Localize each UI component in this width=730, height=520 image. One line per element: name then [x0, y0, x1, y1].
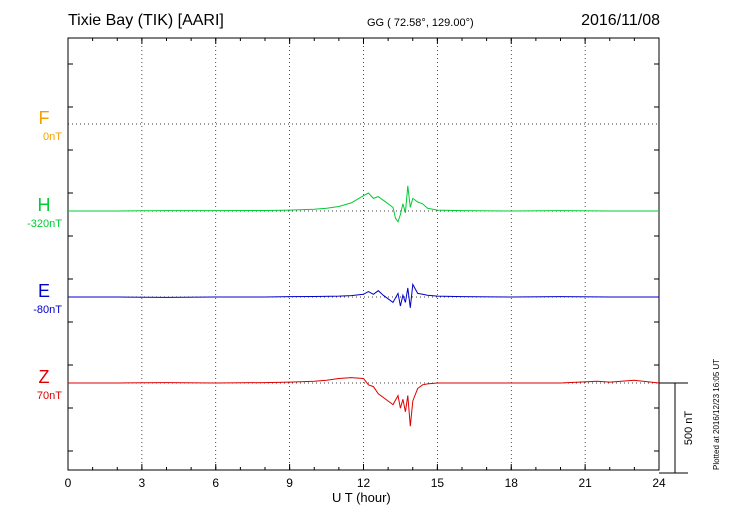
scale-bar-label: 500 nT — [683, 411, 695, 446]
component-label-f: F — [39, 108, 50, 128]
x-tick-label: 18 — [505, 476, 519, 490]
baseline-label-e: -80nT — [33, 304, 62, 316]
station-coordinates: GG ( 72.58°, 129.00°) — [367, 17, 474, 29]
baseline-label-f: 0nT — [43, 131, 62, 143]
baseline-label-z: 70nT — [37, 390, 62, 402]
x-tick-label: 0 — [65, 476, 72, 490]
chart-title: Tixie Bay (TIK) [AARI] — [68, 12, 224, 29]
component-label-z: Z — [39, 367, 50, 387]
baseline-label-h: -320nT — [27, 218, 62, 230]
chart-date: 2016/11/08 — [581, 12, 660, 29]
x-axis-label: U T (hour) — [332, 490, 391, 505]
plotted-timestamp: Plotted at 2016/12/23 16:05 UT — [712, 358, 721, 470]
series-line-z — [68, 377, 660, 427]
component-label-e: E — [38, 281, 50, 301]
x-tick-label: 24 — [652, 476, 666, 490]
x-tick-label: 3 — [139, 476, 146, 490]
series-line-e — [68, 282, 659, 308]
series-line-h — [68, 185, 659, 223]
x-tick-label: 12 — [357, 476, 371, 490]
x-tick-label: 9 — [286, 476, 293, 490]
x-tick-label: 21 — [578, 476, 592, 490]
x-tick-label: 15 — [431, 476, 445, 490]
x-tick-label: 6 — [212, 476, 219, 490]
component-label-h: H — [38, 195, 51, 215]
